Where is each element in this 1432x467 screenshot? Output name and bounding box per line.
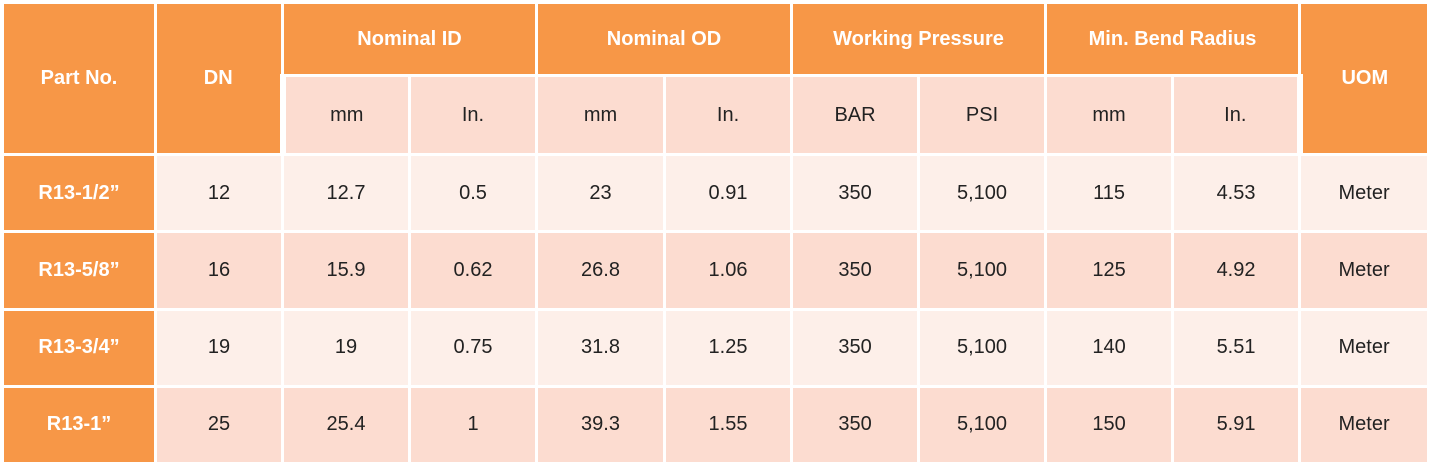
id-mm-cell: 12.7	[281, 152, 411, 234]
id-in-cell: 0.75	[407, 307, 539, 388]
od-mm-cell: 39.3	[535, 384, 667, 466]
part-number-cell: R13-1/2”	[1, 152, 157, 234]
od-in-cell: 1.55	[663, 384, 794, 466]
id-mm-cell: 19	[281, 307, 411, 388]
header-part-no: Part No.	[1, 1, 157, 156]
id-in-cell: 1	[407, 384, 539, 466]
part-number-cell: R13-5/8”	[1, 230, 157, 311]
pressure-psi-cell: 5,100	[917, 307, 1048, 388]
id-mm-cell: 25.4	[281, 384, 411, 466]
header-row-units: mm In. mm In. BAR PSI mm In.	[3, 74, 1429, 156]
id-in-cell: 0.5	[407, 152, 539, 234]
header-row-main: Part No. DN Nominal ID Nominal OD Workin…	[1, 1, 1431, 156]
subheader-id-in: In.	[407, 74, 539, 156]
header-nominal-od: Nominal OD	[535, 1, 794, 77]
table-row: R13-3/4” 19 19 0.75 31.8 1.25 350 5,100 …	[1, 307, 1431, 388]
table-row: R13-1/2” 12 12.7 0.5 23 0.91 350 5,100 1…	[1, 152, 1431, 234]
pressure-bar-cell: 350	[790, 152, 921, 234]
header-uom: UOM	[1298, 1, 1431, 156]
header-min-bend-radius: Min. Bend Radius	[1044, 1, 1302, 77]
part-number-cell: R13-1”	[1, 384, 157, 466]
subheader-od-in: In.	[663, 74, 794, 156]
subheader-radius-mm: mm	[1044, 74, 1175, 156]
header-working-pressure: Working Pressure	[790, 1, 1048, 77]
od-in-cell: 0.91	[663, 152, 794, 234]
radius-mm-cell: 150	[1044, 384, 1175, 466]
od-mm-cell: 31.8	[535, 307, 667, 388]
od-mm-cell: 26.8	[535, 230, 667, 311]
table-row: R13-5/8” 16 15.9 0.62 26.8 1.06 350 5,10…	[1, 230, 1431, 311]
radius-mm-cell: 140	[1044, 307, 1175, 388]
pressure-psi-cell: 5,100	[917, 152, 1048, 234]
uom-cell: Meter	[1298, 230, 1431, 311]
subheader-radius-in: In.	[1171, 74, 1303, 156]
subheader-id-mm: mm	[279, 74, 411, 156]
dn-cell: 16	[154, 230, 284, 311]
pressure-bar-cell: 350	[790, 230, 921, 311]
radius-in-cell: 5.51	[1171, 307, 1302, 388]
radius-in-cell: 4.92	[1171, 230, 1302, 311]
id-in-cell: 0.62	[407, 230, 539, 311]
dn-cell: 12	[154, 152, 284, 234]
pressure-psi-cell: 5,100	[917, 230, 1048, 311]
radius-mm-cell: 115	[1044, 152, 1175, 234]
dn-cell: 25	[154, 384, 284, 466]
uom-cell: Meter	[1298, 384, 1431, 466]
pressure-bar-cell: 350	[790, 384, 921, 466]
part-number-cell: R13-3/4”	[1, 307, 157, 388]
radius-mm-cell: 125	[1044, 230, 1175, 311]
radius-in-cell: 5.91	[1171, 384, 1302, 466]
header-dn: DN	[154, 1, 284, 156]
subheader-od-mm: mm	[535, 74, 667, 156]
od-in-cell: 1.06	[663, 230, 794, 311]
subheader-pressure-psi: PSI	[917, 74, 1048, 156]
radius-in-cell: 4.53	[1171, 152, 1302, 234]
uom-cell: Meter	[1298, 307, 1431, 388]
dn-cell: 19	[154, 307, 284, 388]
od-in-cell: 1.25	[663, 307, 794, 388]
uom-cell: Meter	[1298, 152, 1431, 234]
od-mm-cell: 23	[535, 152, 667, 234]
header-nominal-id: Nominal ID	[280, 1, 539, 77]
pressure-bar-cell: 350	[790, 307, 921, 388]
id-mm-cell: 15.9	[281, 230, 411, 311]
table-row: R13-1” 25 25.4 1 39.3 1.55 350 5,100 150…	[1, 384, 1431, 466]
subheader-pressure-bar: BAR	[790, 74, 921, 156]
pressure-psi-cell: 5,100	[917, 384, 1048, 466]
